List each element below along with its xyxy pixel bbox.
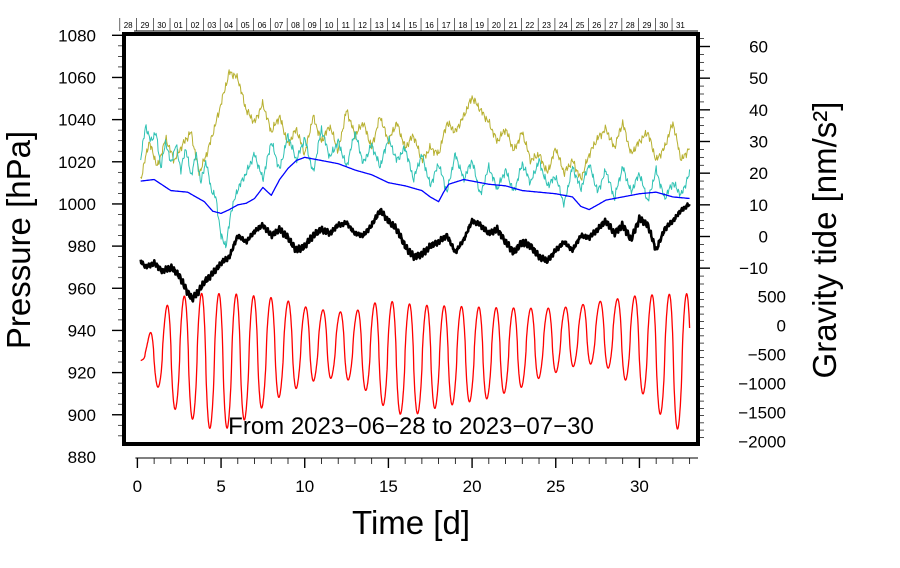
time-tick-label: 5: [216, 477, 225, 496]
time-tick-label: 30: [630, 477, 649, 496]
pressure-tick-label: 940: [68, 321, 96, 340]
date-label: 13: [375, 21, 384, 30]
date-label: 22: [525, 21, 534, 30]
gravity-residual-tick-label: 0: [759, 228, 768, 247]
pressure-tick-label: 960: [68, 279, 96, 298]
date-label: 30: [157, 21, 166, 30]
time-tick-label: 10: [295, 477, 314, 496]
date-label: 09: [308, 21, 317, 30]
gravity-residual-tick-label: 30: [749, 133, 768, 152]
gravity-residual-tick-label: −10: [739, 259, 768, 278]
pressure-tick-label: 1020: [58, 153, 96, 172]
date-label: 08: [291, 21, 300, 30]
plot-frame: [122, 32, 700, 446]
time-tick-label: 25: [546, 477, 565, 496]
date-label: 12: [358, 21, 367, 30]
date-label: 28: [626, 21, 635, 30]
gravity-tide-tick-label: −500: [748, 346, 786, 365]
date-label: 01: [174, 21, 183, 30]
x-axis-title: Time [d]: [352, 504, 470, 541]
gravity-tide-tick-label: −2000: [738, 433, 786, 452]
pressure-tick-label: 1060: [58, 68, 96, 87]
date-label: 18: [458, 21, 467, 30]
gravity-tide-tick-label: −1000: [738, 375, 786, 394]
pressure-tick-label: 1000: [58, 195, 96, 214]
date-label: 30: [659, 21, 668, 30]
date-label: 19: [475, 21, 484, 30]
pressure-tick-label: 1080: [58, 26, 96, 45]
date-label: 21: [509, 21, 518, 30]
date-label: 11: [342, 21, 351, 30]
date-label: 20: [492, 21, 501, 30]
pressure-tick-label: 880: [68, 448, 96, 467]
pressure-tick-label: 980: [68, 237, 96, 256]
gravity-residual-tick-label: 20: [749, 164, 768, 183]
date-label: 04: [224, 21, 233, 30]
series-line-pressure: [139, 202, 691, 303]
series-layer: [139, 69, 691, 430]
series-line-residual-olive: [140, 69, 690, 181]
left-axis-title: Pressure [hPa]: [0, 131, 37, 349]
time-tick-label: 15: [379, 477, 398, 496]
gravity-residual-tick-label: 40: [749, 101, 768, 120]
date-label: 03: [207, 21, 216, 30]
series-line-residual-teal: [140, 124, 691, 249]
date-label: 26: [592, 21, 601, 30]
date-label: 07: [274, 21, 283, 30]
date-range-annotation: From 2023−06−28 to 2023−07−30: [228, 413, 594, 440]
time-tick-label: 0: [133, 477, 142, 496]
date-label: 17: [442, 21, 451, 30]
time-tick-label: 20: [463, 477, 482, 496]
series-line-gravity-tide: [140, 292, 691, 430]
date-label: 29: [140, 21, 149, 30]
gravity-tide-tick-label: 0: [777, 317, 786, 336]
date-label: 06: [258, 21, 267, 30]
date-label: 14: [391, 21, 400, 30]
date-label: 25: [576, 21, 585, 30]
gravity-tide-tick-label: −1500: [738, 404, 786, 423]
date-label: 29: [643, 21, 652, 30]
date-label: 23: [542, 21, 551, 30]
date-label: 02: [191, 21, 200, 30]
date-label: 24: [559, 21, 568, 30]
date-label: 28: [124, 21, 133, 30]
pressure-tick-label: 1040: [58, 111, 96, 130]
pressure-axis: 880 900 920 940 960 980 1000 1020 1040 1060 1080: [58, 26, 122, 467]
date-label: 05: [241, 21, 250, 30]
gravity-residual-tick-label: 10: [749, 196, 768, 215]
gravity-axis: −10 0 10 20 30 40 50 60 −2000 −1500 −1000 −500 0 500: [700, 38, 786, 452]
right-axis-title: Gravity tide [nm/s²]: [806, 102, 843, 379]
series-line-residual-blue: [140, 156, 690, 215]
pressure-tick-label: 920: [68, 364, 96, 383]
date-label: 10: [325, 21, 334, 30]
gravity-tide-tick-label: 500: [758, 288, 786, 307]
pressure-tick-label: 900: [68, 406, 96, 425]
date-label: 16: [425, 21, 434, 30]
date-label: 27: [609, 21, 618, 30]
time-axis: 0 5 10 15 20 25 30: [133, 457, 698, 496]
gravity-residual-tick-label: 60: [749, 38, 768, 57]
date-label: 31: [676, 21, 685, 30]
date-strip: 28 29 30 01 02 03 04 05 06 07 08 09 10 11 12 13 14 15 16 17…: [119, 18, 698, 32]
gravity-residual-tick-label: 50: [749, 69, 768, 88]
date-label: 15: [408, 21, 417, 30]
